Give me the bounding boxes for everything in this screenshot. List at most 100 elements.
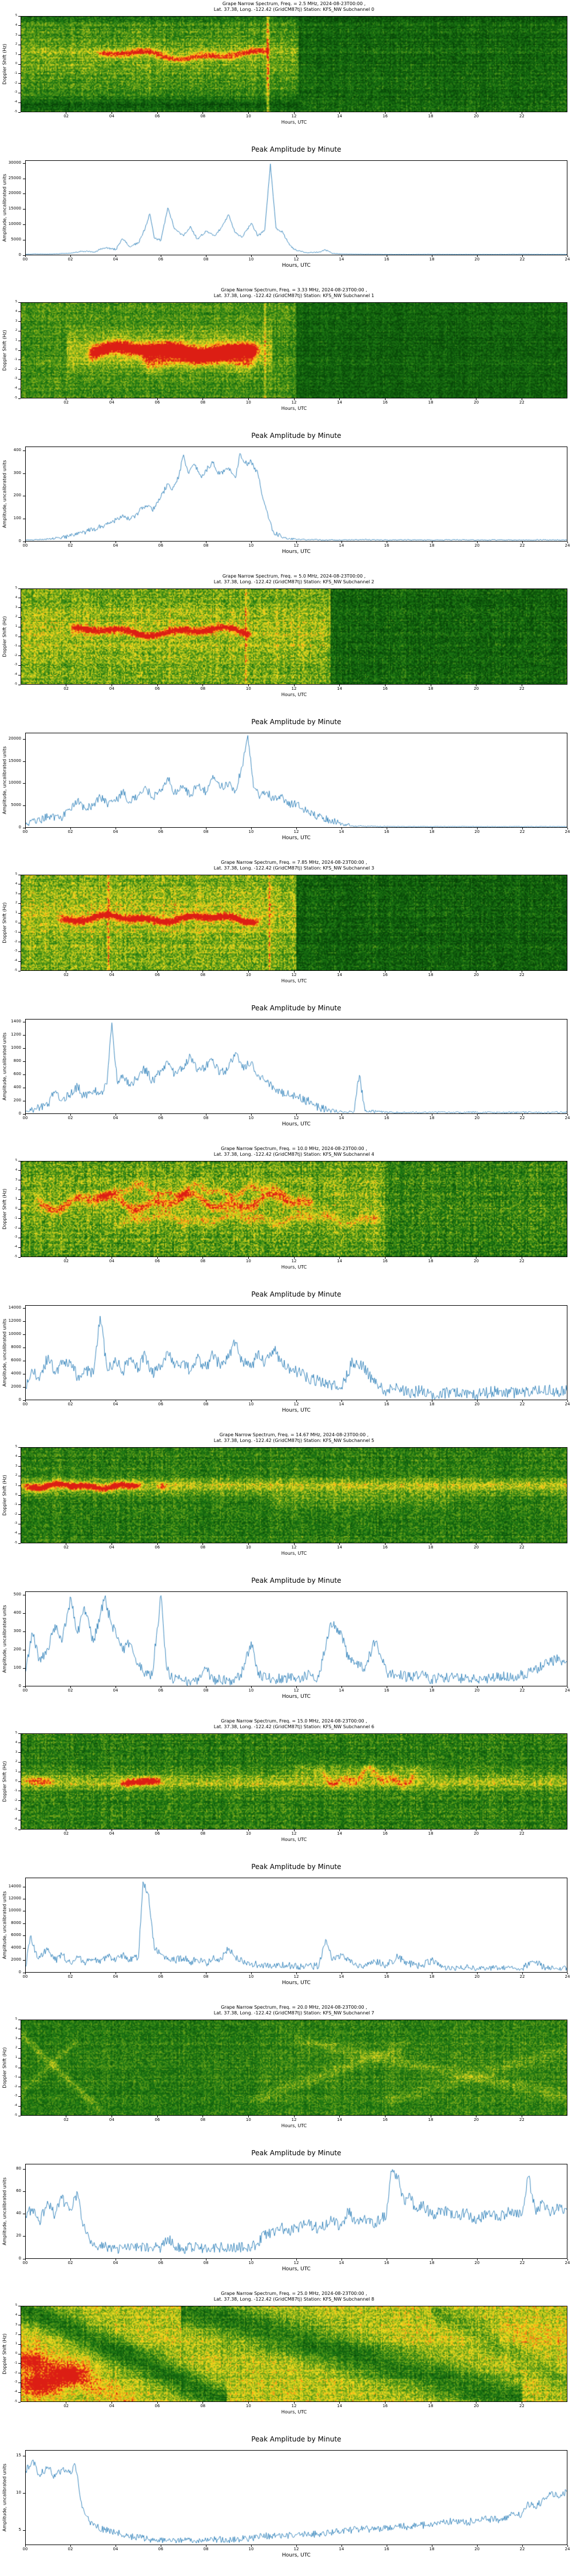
spectrogram-plot-4 <box>21 1161 567 1257</box>
y-tick-label: 5 <box>15 300 17 303</box>
y-tick-label: 2000 <box>11 1384 21 1389</box>
x-tick-label: 22 <box>519 686 525 691</box>
y-tick-label: -5 <box>14 1255 17 1258</box>
x-tick-label: 00 <box>22 2547 28 2551</box>
y-tick-mark <box>23 2191 25 2192</box>
y-tick-label: 5 <box>15 872 17 876</box>
y-tick-label: 600 <box>13 1071 21 1076</box>
x-tick-label: 22 <box>519 257 525 262</box>
x-tick-label: 20 <box>474 2404 479 2408</box>
x-tick-mark <box>70 1114 71 1116</box>
x-tick-mark <box>341 2545 342 2547</box>
x-tick-mark <box>567 1973 568 1974</box>
x-tick-label: 22 <box>519 543 525 548</box>
y-tick-mark <box>23 1035 25 1036</box>
x-tick-label: 04 <box>109 1831 114 1836</box>
y-tick-mark <box>18 321 21 322</box>
x-tick-mark <box>567 1686 568 1688</box>
y-tick-label: 400 <box>13 1610 21 1615</box>
x-tick-label: 24 <box>565 257 570 262</box>
y-tick-mark <box>23 1668 25 1669</box>
y-tick-label: 5 <box>15 14 17 17</box>
y-tick-mark <box>23 255 25 256</box>
y-tick-label: 0 <box>18 1969 21 1974</box>
amplitude-chart-title: Peak Amplitude by Minute <box>251 1863 341 1871</box>
x-tick-mark <box>251 1686 252 1688</box>
x-tick-label: 04 <box>113 1402 118 1406</box>
x-tick-label: 24 <box>565 1116 570 1120</box>
y-tick-label: 3 <box>15 605 17 609</box>
x-tick-label: 22 <box>519 1688 525 1693</box>
x-tick-label: 02 <box>67 1688 73 1693</box>
y-tick-label: -1 <box>14 71 17 75</box>
x-tick-mark <box>25 2545 26 2547</box>
x-tick-label: 24 <box>565 829 570 834</box>
y-tick-label: 1 <box>15 911 17 915</box>
y-tick-mark <box>23 2530 25 2531</box>
y-tick-label: 4 <box>15 882 17 886</box>
x-tick-mark <box>248 2402 249 2404</box>
x-tick-mark <box>293 2402 295 2404</box>
y-tick-mark <box>18 54 21 55</box>
x-tick-label: 02 <box>63 2404 69 2408</box>
x-tick-label: 02 <box>63 686 69 691</box>
x-axis-label: Hours, UTC <box>281 978 307 983</box>
x-tick-label: 18 <box>428 1831 434 1836</box>
y-tick-label: 3 <box>15 891 17 895</box>
y-tick-label: -3 <box>14 1808 17 1812</box>
x-tick-label: 22 <box>519 1831 525 1836</box>
y-tick-mark <box>18 311 21 313</box>
y-tick-label: 100 <box>13 515 21 520</box>
x-tick-mark <box>293 685 295 686</box>
y-tick-mark <box>23 2492 25 2494</box>
x-tick-label: 02 <box>67 829 73 834</box>
y-tick-mark <box>23 1386 25 1388</box>
x-axis-label: Hours, UTC <box>281 2409 307 2415</box>
y-tick-label: 4 <box>15 595 17 599</box>
y-tick-mark <box>23 1321 25 1322</box>
x-tick-label: 22 <box>519 1402 525 1406</box>
y-tick-label: 25000 <box>8 175 21 180</box>
y-tick-label: 2000 <box>11 1957 21 1962</box>
y-tick-label: -5 <box>14 969 17 972</box>
x-tick-mark <box>522 828 523 829</box>
x-tick-label: 22 <box>519 1116 525 1120</box>
spectrogram-image <box>21 303 567 398</box>
y-tick-mark <box>18 2038 21 2040</box>
y-tick-mark <box>18 932 21 933</box>
amplitude-chart-title: Peak Amplitude by Minute <box>251 1290 341 1298</box>
spectrogram-panel-3: Grape Narrow Spectrum, Freq. = 7.85 MHz,… <box>0 859 572 1002</box>
x-tick-label: 16 <box>382 2404 388 2408</box>
y-tick-label: 20 <box>16 2233 21 2238</box>
y-tick-label: 100 <box>13 1665 21 1670</box>
spectrogram-panel-6: Grape Narrow Spectrum, Freq. = 15.0 MHz,… <box>0 1717 572 1860</box>
x-tick-label: 16 <box>384 1688 390 1693</box>
spectrogram-title-line1: Grape Narrow Spectrum, Freq. = 14.67 MHz… <box>219 1432 369 1437</box>
amplitude-plot-3 <box>25 1019 567 1114</box>
x-tick-mark <box>70 1686 71 1688</box>
y-tick-mark <box>18 1733 21 1734</box>
y-tick-label: 2 <box>15 1187 17 1191</box>
amplitude-line-plot <box>26 733 567 827</box>
spectrogram-title-line2: Lat. 37.38, Long. -122.42 (GridCM87tj) S… <box>213 1438 375 1443</box>
y-tick-mark <box>18 1466 21 1467</box>
x-tick-label: 12 <box>293 829 299 834</box>
y-tick-mark <box>23 2169 25 2170</box>
x-tick-label: 14 <box>339 1974 344 1979</box>
x-tick-label: 14 <box>339 1402 344 1406</box>
x-tick-label: 20 <box>474 973 479 977</box>
x-tick-label: 02 <box>63 1545 69 1550</box>
x-axis-label: Hours, UTC <box>281 1837 307 1842</box>
x-tick-label: 10 <box>248 829 254 834</box>
x-tick-mark <box>296 255 297 257</box>
amplitude-axis-label: Amplitude, uncalibrated units <box>2 1032 7 1101</box>
x-tick-mark <box>567 1400 568 1402</box>
y-tick-label: 1 <box>15 1769 17 1773</box>
x-tick-label: 06 <box>158 1974 164 1979</box>
x-tick-mark <box>384 1830 386 1831</box>
x-tick-label: 10 <box>245 973 251 977</box>
x-tick-label: 18 <box>429 257 435 262</box>
y-tick-label: 2 <box>15 615 17 619</box>
amplitude-panel-1: Peak Amplitude by Minute Amplitude, uncal… <box>0 429 572 572</box>
x-tick-label: 22 <box>519 1259 525 1263</box>
